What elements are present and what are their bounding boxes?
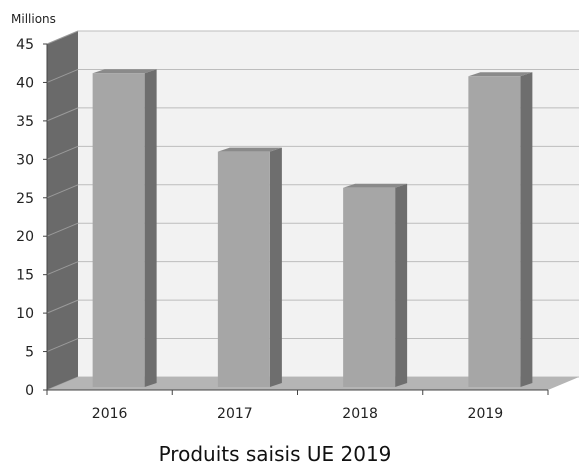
side-wall [47, 31, 78, 390]
bar-top [92, 69, 157, 74]
bar-side [269, 147, 282, 387]
y-tick-label: 25 [16, 191, 34, 207]
floor-plane [47, 377, 579, 390]
y-tick-label: 35 [16, 114, 34, 130]
x-tick-label: 2019 [468, 406, 504, 422]
gridline-side [46, 299, 79, 314]
gridline-side [46, 30, 79, 45]
gridline-side [46, 107, 79, 122]
y-tick-label: 30 [16, 152, 34, 168]
y-tick-label: 5 [25, 345, 34, 361]
gridline-side [46, 222, 79, 237]
x-axis-tick-labels: 2016 2017 2018 2019 [92, 406, 503, 422]
y-tick-label: 10 [16, 306, 34, 322]
bar-front [343, 187, 396, 387]
y-tick-label: 40 [16, 75, 34, 91]
bar-front [217, 151, 270, 387]
bars [92, 69, 533, 388]
chart-floor [47, 377, 579, 390]
gridline-side [46, 184, 79, 199]
x-tick-label: 2017 [217, 406, 253, 422]
unit-label: Millions [11, 12, 56, 26]
y-tick-label: 20 [16, 229, 34, 245]
bar-top [217, 147, 282, 152]
bar-side [144, 69, 157, 388]
bar-side [395, 183, 408, 387]
bar-top [343, 183, 408, 188]
gridline-side [46, 145, 79, 160]
gridline-side [46, 68, 79, 83]
y-tick-label: 45 [16, 37, 34, 53]
gridline-side [46, 338, 79, 353]
bar-2017 [217, 147, 282, 387]
axes [43, 43, 549, 395]
bar-2016 [92, 69, 157, 388]
bar-2019 [468, 72, 533, 387]
y-tick-label: 0 [25, 383, 34, 399]
bar-front [92, 73, 145, 388]
bar-top [468, 72, 533, 77]
bar-2018 [343, 183, 408, 387]
y-axis-tick-labels: 0 5 10 15 20 25 30 35 40 45 [16, 37, 34, 399]
bar-front [468, 76, 521, 387]
gridline-side [46, 261, 79, 276]
y-tick-label: 15 [16, 268, 34, 284]
x-tick-label: 2016 [92, 406, 128, 422]
bar-side [520, 72, 533, 387]
chart-title: Produits saisis UE 2019 [159, 442, 392, 466]
x-tick-label: 2018 [342, 406, 378, 422]
